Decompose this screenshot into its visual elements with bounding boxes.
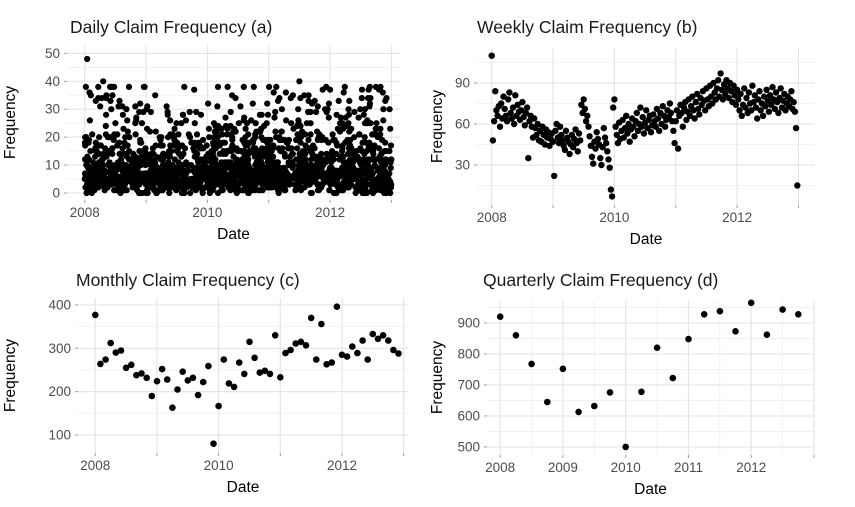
y-tick-label: 0 (52, 186, 60, 201)
y-axis-label: Frequency (2, 339, 19, 412)
data-points (496, 299, 802, 451)
y-axis-label: Frequency (429, 90, 446, 163)
y-tick-label: 60 (455, 116, 470, 131)
x-tick-label: 2010 (599, 210, 629, 225)
panel-title: Monthly Claim Frequency (c) (76, 270, 300, 290)
panel-quarterly-claim-frequency: 2008 2009 2010 2011 2012 500 600 700 800 900 Quart… (427, 253, 855, 507)
data-points (488, 52, 801, 200)
panel-title: Quarterly Claim Frequency (d) (483, 270, 718, 290)
chart-monthly-svg: 2008 2010 2012 100 200 300 400 Monthly Claim Fr… (0, 253, 427, 507)
x-tick-label: 2009 (548, 460, 578, 475)
x-axis-label: Date (227, 479, 260, 496)
x-tick-label: 2008 (477, 210, 507, 225)
y-axis-label: Frequency (429, 341, 446, 414)
x-tick-label: 2010 (192, 205, 222, 220)
y-tick-label: 300 (48, 341, 71, 356)
panel-monthly-claim-frequency: 2008 2010 2012 100 200 300 400 Monthly Claim Fr… (0, 253, 427, 507)
y-tick-label: 40 (45, 74, 60, 89)
x-tick-label: 2012 (327, 458, 357, 473)
y-tick-label: 30 (45, 102, 60, 117)
gridlines (78, 298, 408, 453)
x-tick-label: 2008 (70, 205, 100, 220)
y-tick-label: 10 (45, 158, 60, 173)
y-tick-label: 800 (457, 346, 480, 361)
axis-text: 2008 2010 2012 100 200 300 400 (48, 297, 357, 473)
y-tick-label: 50 (45, 46, 60, 61)
axis-ticks (64, 52, 392, 203)
axis-text: 2008 2010 2012 30 60 90 (455, 75, 752, 225)
y-tick-label: 500 (457, 439, 480, 454)
x-tick-label: 2012 (315, 205, 345, 220)
axis-ticks (484, 322, 815, 458)
chart-weekly-svg: 2008 2010 2012 30 60 90 Weekly Claim Frequency… (427, 0, 855, 253)
x-tick-label: 2011 (674, 460, 703, 475)
y-tick-label: 100 (48, 428, 71, 443)
x-tick-label: 2008 (80, 458, 110, 473)
panel-title: Daily Claim Frequency (a) (70, 17, 272, 37)
gridlines (487, 300, 815, 455)
chart-quarterly-svg: 2008 2009 2010 2011 2012 500 600 700 800 900 Quart… (427, 253, 855, 507)
y-axis-label: Frequency (2, 86, 19, 159)
panel-daily-claim-frequency: 2008 2010 2012 0 10 20 30 40 50 Daily Claim Frequ… (0, 0, 427, 253)
y-tick-label: 400 (48, 297, 71, 312)
x-tick-label: 2012 (722, 210, 752, 225)
panel-weekly-claim-frequency: 2008 2010 2012 30 60 90 Weekly Claim Frequency… (427, 0, 855, 253)
axis-text: 2008 2010 2012 0 10 20 30 40 50 (45, 46, 345, 220)
axis-text: 2008 2009 2010 2011 2012 500 600 700 800 900 (457, 315, 766, 475)
data-points (92, 303, 402, 447)
x-axis-label: Date (217, 226, 250, 243)
x-tick-label: 2010 (204, 458, 234, 473)
y-tick-label: 30 (455, 157, 470, 172)
y-tick-label: 200 (48, 384, 71, 399)
axis-ticks (75, 304, 405, 456)
axis-ticks (474, 82, 799, 208)
y-tick-label: 20 (45, 130, 60, 145)
y-tick-label: 90 (455, 75, 470, 90)
x-tick-label: 2008 (485, 460, 515, 475)
y-tick-label: 900 (457, 315, 480, 330)
x-tick-label: 2010 (611, 460, 641, 475)
x-tick-label: 2012 (736, 460, 766, 475)
y-tick-label: 700 (457, 377, 480, 392)
data-points (81, 55, 395, 197)
panel-title: Weekly Claim Frequency (b) (477, 17, 697, 37)
chart-daily-svg: 2008 2010 2012 0 10 20 30 40 50 Daily Claim Frequ… (0, 0, 427, 253)
x-axis-label: Date (630, 231, 663, 248)
y-tick-label: 600 (457, 408, 480, 423)
x-axis-label: Date (634, 481, 667, 498)
